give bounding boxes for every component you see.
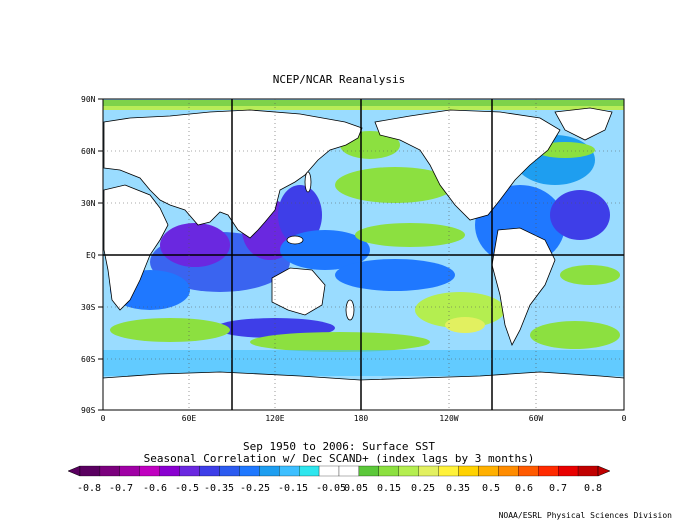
eurasia	[103, 109, 363, 239]
lat-label-90s: 90S	[81, 406, 96, 415]
positive-correlation-patches	[110, 131, 620, 352]
colorbar-swatch	[538, 465, 559, 477]
colorbar-swatch	[179, 465, 200, 477]
colorbar-tick-label: -0.15	[277, 483, 309, 494]
colorbar-tick-label: 0.15	[376, 483, 402, 494]
colorbar-swatch	[498, 465, 519, 477]
lon-label-120e: 120E	[265, 414, 285, 423]
lat-label-30n: 30N	[81, 199, 96, 208]
credit-text: NOAA/ESRL Physical Sciences Division	[498, 511, 672, 520]
colorbar-tick-label: 0.8	[583, 483, 603, 494]
lon-label-180: 180	[353, 414, 369, 423]
colorbar-swatch	[299, 465, 320, 477]
colorbar-tick-label: -0.8	[76, 483, 102, 494]
lon-label-120w: 120W	[439, 414, 459, 423]
lon-label-0-left: 0	[100, 414, 106, 423]
lon-label-60w: 60W	[528, 414, 544, 423]
colorbar-tick-label: -0.7	[108, 483, 134, 494]
colorbar-tick-label: 0.05	[343, 483, 369, 494]
lon-label-0-right: 0	[621, 414, 627, 423]
lat-label-eq: EQ	[86, 251, 96, 260]
colorbar-swatch	[199, 465, 220, 477]
colorbar-swatch	[159, 465, 180, 477]
colorbar-swatch	[518, 465, 539, 477]
lat-label-30s: 30S	[81, 303, 96, 312]
north-america	[374, 109, 561, 221]
colorbar-swatch	[279, 465, 300, 477]
greenland	[554, 107, 613, 141]
colorbar-tick-label: 0.5	[481, 483, 501, 494]
colorbar-swatch	[219, 465, 240, 477]
lat-label-90n: 90N	[81, 95, 96, 104]
colorbar-swatch	[558, 465, 579, 477]
colorbar-swatch	[378, 465, 399, 477]
colorbar-swatch	[338, 465, 360, 477]
colorbar-tick-label: -0.05	[315, 483, 347, 494]
lat-label-60n: 60N	[81, 147, 96, 156]
colorbar-tick-label: -0.35	[203, 483, 235, 494]
arctic-positive-band	[103, 100, 624, 110]
colorbar-swatch	[438, 465, 459, 477]
colorbar-swatch	[119, 465, 140, 477]
colorbar-swatch	[577, 465, 599, 477]
continents	[103, 107, 624, 410]
lon-label-60e: 60E	[181, 414, 197, 423]
colorbar-swatch	[398, 465, 419, 477]
colorbar-swatch	[239, 465, 260, 477]
africa	[103, 184, 169, 311]
colorbar-swatch	[99, 465, 120, 477]
colorbar-swatch	[478, 465, 499, 477]
colorbar-arrow-right	[597, 465, 611, 477]
colorbar-swatch	[318, 465, 340, 477]
australia	[271, 267, 326, 316]
minor-gridlines	[103, 99, 624, 410]
antarctica	[103, 371, 624, 410]
colorbar-tick-label: 0.25	[410, 483, 436, 494]
colorbar-swatch	[418, 465, 439, 477]
colorbar-swatch	[139, 465, 160, 477]
colorbar-arrow-left	[67, 465, 81, 477]
colorbar-tick-label: 0.35	[445, 483, 471, 494]
south-america	[491, 227, 556, 346]
colorbar-swatch	[259, 465, 280, 477]
colorbar-swatch	[458, 465, 479, 477]
colorbar	[67, 465, 611, 477]
map-title: NCEP/NCAR Reanalysis	[272, 73, 406, 86]
colorbar-swatch	[358, 465, 379, 477]
colorbar-tick-label: -0.6	[142, 483, 168, 494]
lat-label-60s: 60S	[81, 355, 96, 364]
caption-period: Sep 1950 to 2006: Surface SST	[242, 440, 436, 453]
colorbar-tick-label: 0.7	[548, 483, 568, 494]
colorbar-tick-label: 0.6	[514, 483, 534, 494]
colorbar-swatch	[79, 465, 101, 477]
colorbar-tick-label: -0.5	[174, 483, 200, 494]
caption-description: Seasonal Correlation w/ Dec SCAND+ (inde…	[143, 452, 535, 465]
colorbar-tick-label: -0.25	[239, 483, 271, 494]
